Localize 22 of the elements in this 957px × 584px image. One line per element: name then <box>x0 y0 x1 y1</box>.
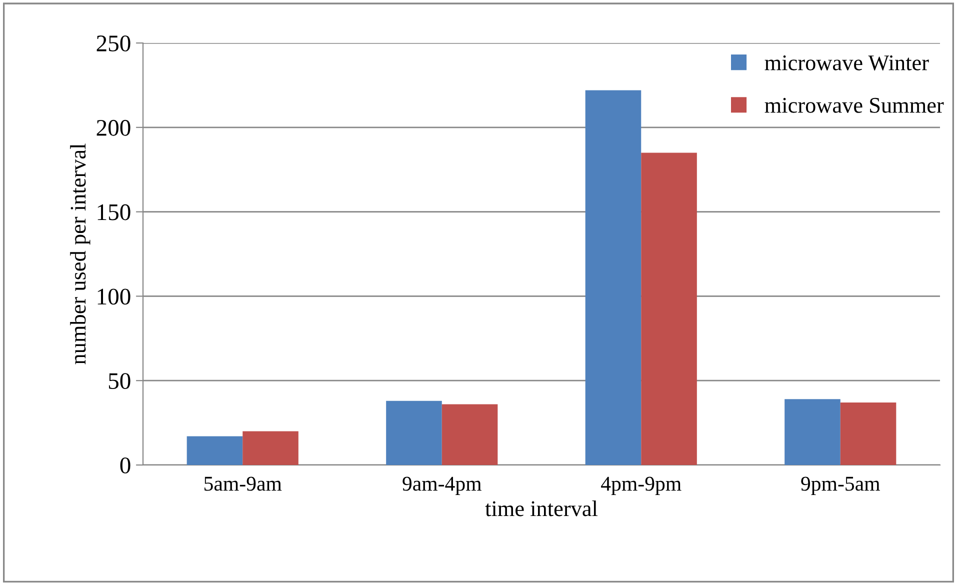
x-tick-label: 9pm-5am <box>801 476 880 496</box>
x-tick-label: 4pm-9pm <box>601 476 682 496</box>
y-tick-label: 150 <box>98 204 130 220</box>
x-tick-label: 9am-4pm <box>402 476 482 496</box>
bar <box>585 90 642 465</box>
y-tick-label: 0 <box>120 457 130 474</box>
y-tick-label: 250 <box>96 35 130 52</box>
legend-label: microwave Winter <box>764 55 929 70</box>
x-tick-label: 5am-9am <box>204 476 282 491</box>
bar <box>641 152 697 465</box>
bar <box>442 404 498 465</box>
legend-label: microwave Summer <box>764 98 944 113</box>
bar <box>186 436 243 465</box>
y-tick-label: 200 <box>96 120 130 136</box>
bar <box>784 399 840 465</box>
bar <box>386 400 442 465</box>
y-tick-label: 100 <box>98 288 130 305</box>
bar <box>840 402 896 465</box>
bar <box>242 431 298 465</box>
y-tick-label: 50 <box>108 373 130 390</box>
x-axis-title: time interval <box>485 500 598 516</box>
y-axis-title: number used per interval <box>70 144 90 364</box>
